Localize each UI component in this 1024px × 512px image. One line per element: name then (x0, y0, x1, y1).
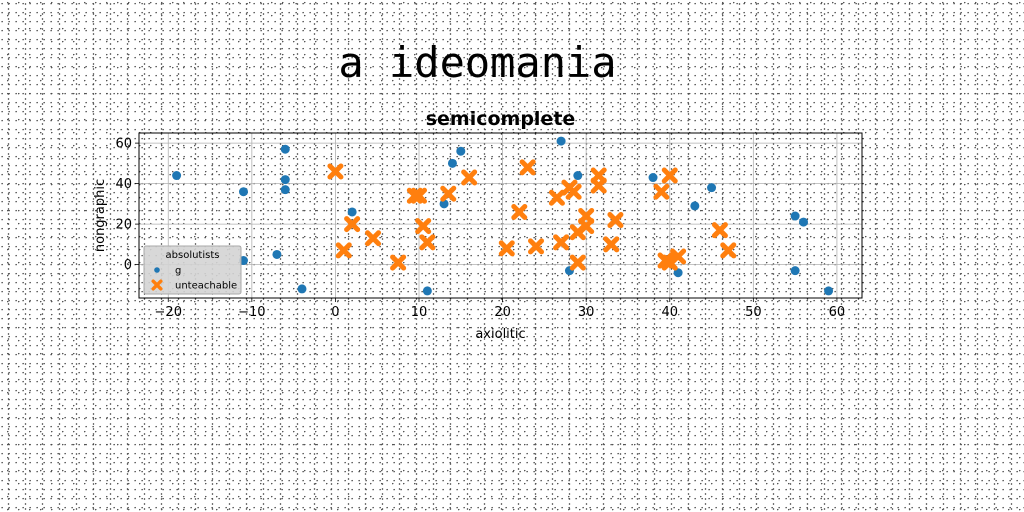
data-point-g (447, 158, 457, 168)
plot-area (138, 132, 863, 299)
legend-title: absolutists (166, 250, 220, 261)
y-tick-label: 40 (115, 177, 132, 192)
data-point-g (238, 187, 248, 197)
data-point-g (280, 175, 290, 185)
data-point-g (648, 173, 658, 183)
data-point-unteachable (603, 236, 620, 253)
x-tick-label: 30 (578, 305, 595, 320)
x-axis-label: axiolitic (475, 327, 525, 342)
legend-label-g: g (175, 266, 181, 277)
legend-marker-g (154, 267, 160, 273)
axis-ticks: −20 −10 0 10 20 30 40 50 60 0 20 40 60 (115, 137, 845, 320)
data-point-unteachable (607, 212, 624, 229)
data-points (172, 136, 834, 296)
chart-title: semicomplete (426, 108, 576, 130)
data-point-g (439, 199, 449, 209)
data-point-unteachable (390, 254, 407, 271)
data-point-g (272, 249, 282, 259)
data-point-unteachable (720, 242, 737, 259)
x-tick-label: 10 (411, 305, 428, 320)
data-point-g (297, 284, 307, 294)
data-point-unteachable (548, 189, 565, 206)
data-point-unteachable (335, 242, 352, 259)
x-tick-label: 20 (494, 305, 511, 320)
data-point-unteachable (419, 234, 436, 251)
legend-marker-unteachable (151, 279, 163, 291)
x-tick-label: −20 (155, 305, 182, 320)
data-point-unteachable (578, 218, 595, 235)
data-point-unteachable (553, 234, 570, 251)
x-tick-label: 0 (331, 305, 339, 320)
x-tick-label: −10 (238, 305, 265, 320)
data-point-unteachable (528, 238, 545, 255)
y-tick-label: 0 (124, 258, 132, 273)
data-point-unteachable (415, 218, 432, 235)
data-point-unteachable (661, 167, 678, 184)
data-point-g (707, 183, 717, 193)
data-point-unteachable (498, 240, 515, 257)
data-point-unteachable (440, 185, 457, 202)
data-point-unteachable (411, 187, 428, 204)
data-point-unteachable (461, 169, 478, 186)
data-point-unteachable (569, 254, 586, 271)
data-point-unteachable (670, 248, 687, 265)
y-tick-label: 20 (115, 218, 132, 233)
figure-title: a ideomania (338, 38, 617, 87)
data-point-unteachable (519, 159, 536, 176)
y-tick-label: 60 (115, 137, 132, 152)
grid (139, 133, 862, 298)
data-point-g (690, 201, 700, 211)
legend: absolutists g unteachable (143, 245, 242, 295)
legend-label-unteachable: unteachable (175, 281, 237, 292)
data-point-g (556, 136, 566, 146)
data-point-g (280, 185, 290, 195)
x-tick-label: 40 (661, 305, 678, 320)
data-point-unteachable (344, 216, 361, 233)
data-point-g (790, 266, 800, 276)
data-point-g (573, 171, 583, 181)
data-point-unteachable (653, 183, 670, 200)
data-point-unteachable (565, 183, 582, 200)
data-point-unteachable (365, 230, 382, 247)
data-point-g (172, 171, 182, 181)
data-point-g (422, 286, 432, 296)
data-point-unteachable (511, 203, 528, 220)
data-point-g (347, 207, 357, 217)
legend-box (143, 245, 242, 295)
data-point-unteachable (327, 163, 344, 180)
data-point-g (790, 211, 800, 221)
data-point-g (798, 217, 808, 227)
data-point-g (456, 146, 466, 156)
data-point-unteachable (711, 222, 728, 239)
x-tick-label: 60 (829, 305, 846, 320)
data-point-g (824, 286, 834, 296)
data-point-g (280, 144, 290, 154)
y-axis-label: nongraphic (93, 179, 108, 252)
data-point-unteachable (590, 177, 607, 194)
x-tick-label: 50 (745, 305, 762, 320)
